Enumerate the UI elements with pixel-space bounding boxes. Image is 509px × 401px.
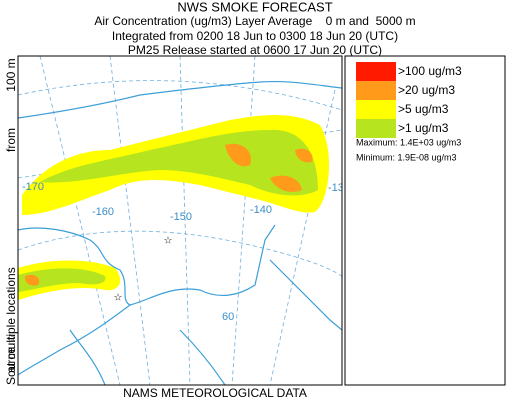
lon-label: -130 (328, 182, 350, 194)
source-marker: ☆ (164, 236, 173, 247)
minimum: Minimum: 1.9E-08 ug/m3 (356, 152, 457, 162)
lat-label: 60 (222, 311, 234, 323)
lon-label: -170 (22, 181, 44, 193)
plume (225, 143, 313, 192)
coastline (18, 224, 276, 306)
source-text: from (4, 128, 18, 152)
legend: Maximum: 1.4E+03 ug/m3 Minimum: 1.9E-08 … (344, 55, 506, 386)
lon-label: -160 (92, 206, 114, 218)
subtitle: Integrated from 0200 18 Jun to 0300 18 J… (112, 29, 398, 43)
legend-label: >1 ug/m3 (398, 121, 449, 135)
graticule (231, 56, 256, 385)
source-text: Source ☆ (4, 333, 18, 385)
coastline (18, 80, 342, 119)
source-marker: ☆ (114, 293, 123, 304)
maximum: Maximum: 1.4E+03 ug/m3 (356, 137, 461, 147)
legend-label: >20 ug/m3 (398, 83, 455, 97)
graticule (18, 80, 342, 111)
lon-label: -150 (170, 211, 192, 223)
legend-label: >100 ug/m3 (398, 64, 462, 78)
plume (24, 274, 40, 286)
plume (40, 129, 318, 196)
legend-frame (344, 55, 506, 386)
graticule (39, 56, 121, 385)
map-frame (17, 55, 343, 386)
legend-swatch (356, 62, 396, 81)
source-text: 100 m (4, 58, 18, 91)
legend-swatch (356, 81, 396, 100)
title: NWS SMOKE FORECAST (177, 0, 332, 14)
source-label: Source ☆ at multiple locations from 100 … (4, 58, 18, 385)
plume (18, 268, 106, 292)
coastline (269, 259, 342, 331)
legend-label: >5 ug/m3 (398, 102, 449, 116)
source-text: at multiple locations (4, 267, 18, 372)
legend-swatch (356, 119, 396, 138)
graticule (179, 56, 191, 385)
map: ☆ ☆ -170 -160 -150 -140 -130 60 (17, 55, 350, 386)
lon-label: -140 (250, 204, 272, 216)
legend-swatch (356, 100, 396, 119)
subtitle: Air Concentration (ug/m3) Layer Average … (94, 14, 415, 28)
graticule (109, 56, 151, 385)
subtitle: PM25 Release started at 0600 17 Jun 20 (… (128, 43, 382, 57)
coastline (18, 304, 131, 376)
graticule (18, 230, 342, 300)
footer: NAMS METEOROLOGICAL DATA (123, 386, 307, 400)
coastline (69, 329, 226, 385)
